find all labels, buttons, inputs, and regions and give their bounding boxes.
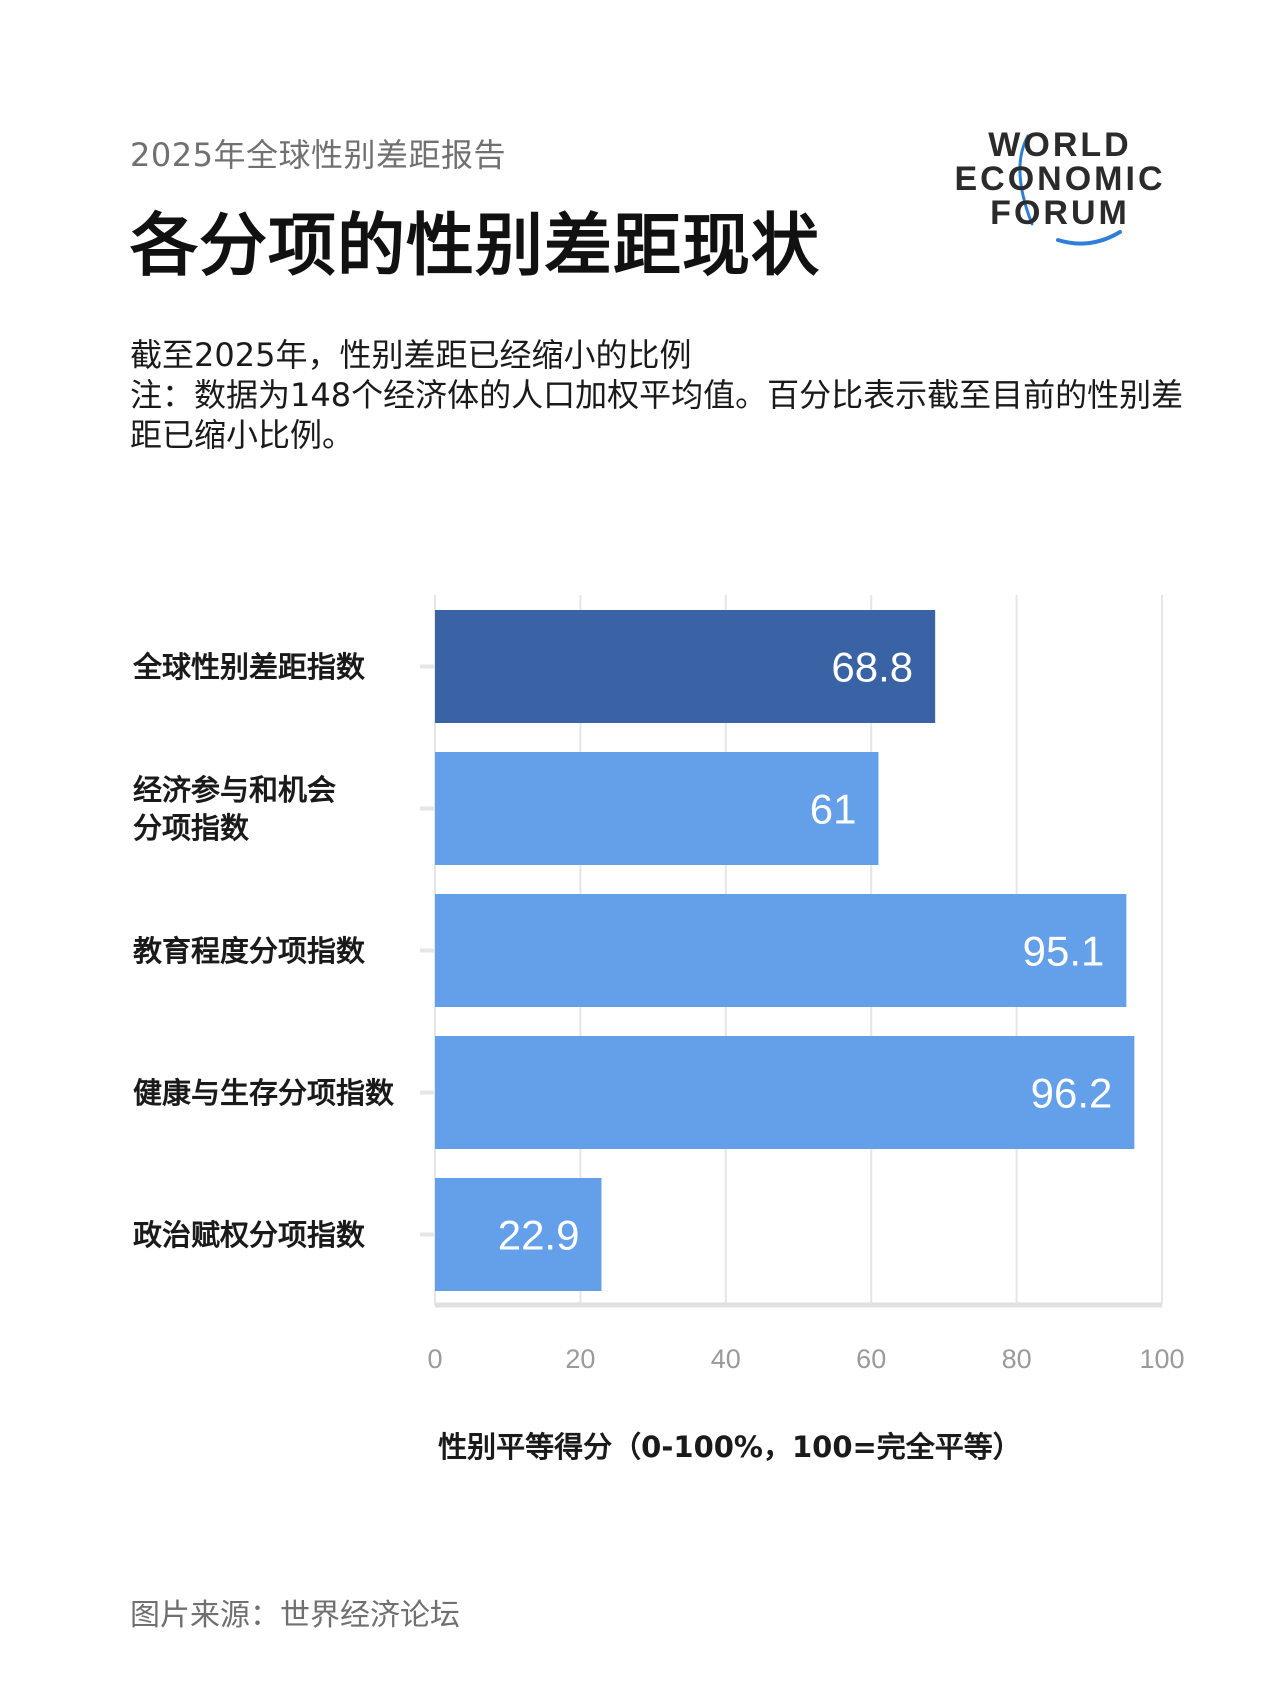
- category-label-line: 健康与生存分项指数: [133, 1075, 395, 1110]
- chart-title: 各分项的性别差距现状: [130, 207, 821, 286]
- x-axis-label: 性别平等得分（0-100%，100=完全平等）: [438, 1430, 1022, 1464]
- bar: [435, 1178, 602, 1291]
- source-credit: 图片来源：世界经济论坛: [130, 1598, 460, 1633]
- category-label: 政治赋权分项指数: [133, 1216, 433, 1254]
- logo-line-2: ECONOMIC: [954, 160, 1166, 198]
- bar-value-label: 68.8: [831, 644, 913, 691]
- wef-logo: WORLD ECONOMIC FORUM: [940, 128, 1180, 268]
- category-label: 全球性别差距指数: [133, 648, 433, 686]
- x-tick-label: 20: [565, 1344, 595, 1374]
- category-label-line: 分项指数: [133, 810, 250, 845]
- x-tick-label: 60: [856, 1344, 886, 1374]
- category-label: 经济参与和机会 分项指数: [133, 771, 433, 847]
- bar: [435, 752, 879, 865]
- bar-value-label: 96.2: [1031, 1070, 1113, 1117]
- category-label-line: 经济参与和机会: [133, 772, 337, 807]
- logo-line-1: WORLD: [988, 126, 1132, 164]
- chart-subtitle: 截至2025年，性别差距已经缩小的比例: [130, 336, 692, 374]
- logo-arc-icon: [1018, 134, 1122, 246]
- bar: [435, 894, 1127, 1007]
- category-label-line: 教育程度分项指数: [133, 933, 366, 968]
- chart-note: 注：数据为148个经济体的人口加权平均值。百分比表示截至目前的性别差距已缩小比例…: [130, 376, 1184, 454]
- x-tick-label: 40: [711, 1344, 741, 1374]
- x-tick-label: 100: [1139, 1344, 1184, 1374]
- category-label-line: 全球性别差距指数: [133, 649, 366, 684]
- category-label-line: 政治赋权分项指数: [133, 1217, 366, 1252]
- bar-value-label: 61: [810, 786, 857, 833]
- bar: [435, 610, 936, 723]
- bar-value-label: 95.1: [1023, 928, 1105, 975]
- x-tick-label: 80: [1002, 1344, 1032, 1374]
- bar: [435, 1036, 1135, 1149]
- bar-value-label: 22.9: [498, 1212, 580, 1259]
- category-label: 健康与生存分项指数: [133, 1074, 433, 1112]
- report-kicker: 2025年全球性别差距报告: [130, 136, 506, 174]
- logo-line-3: FORUM: [990, 194, 1130, 232]
- category-label: 教育程度分项指数: [133, 932, 433, 970]
- x-tick-label: 0: [427, 1344, 442, 1374]
